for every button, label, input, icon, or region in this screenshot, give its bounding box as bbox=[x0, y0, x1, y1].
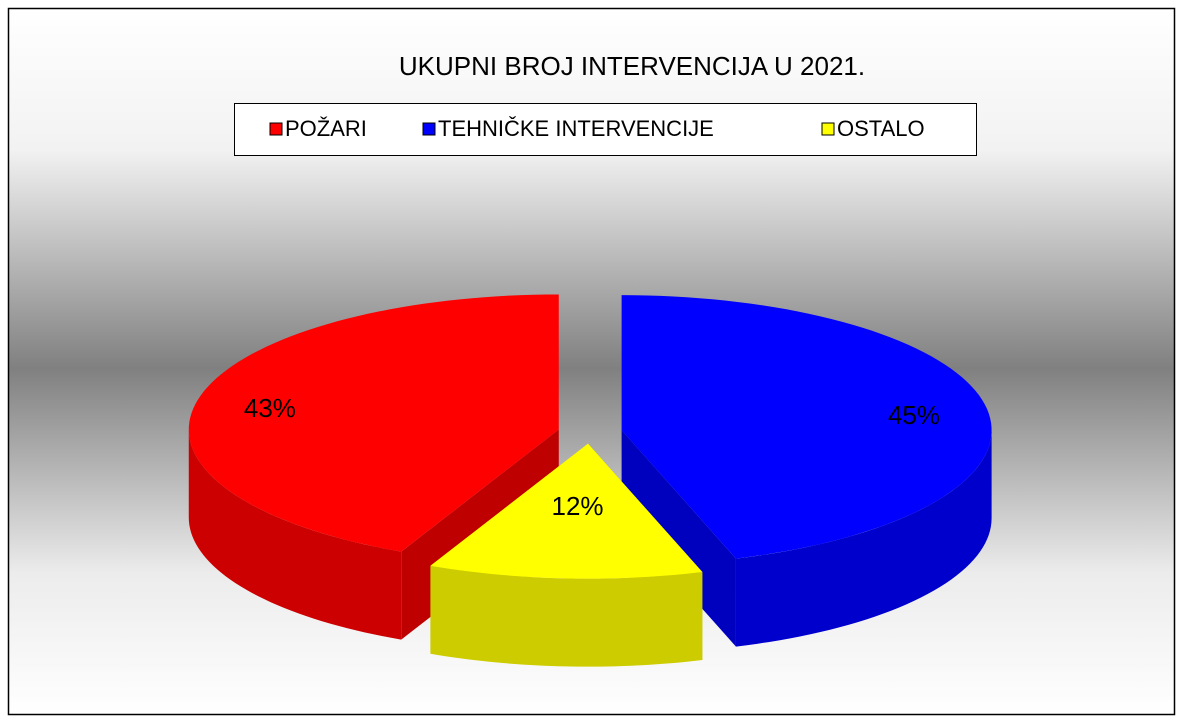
slice-side bbox=[621, 430, 736, 647]
legend: POŽARI TEHNIČKE INTERVENCIJE OSTALO bbox=[269, 116, 925, 141]
slice-top bbox=[430, 443, 703, 579]
legend-swatch bbox=[269, 122, 283, 136]
legend-label: OSTALO bbox=[837, 116, 925, 141]
data-label: 43% bbox=[244, 393, 296, 423]
slice-wall bbox=[188, 429, 402, 640]
slice-top bbox=[621, 295, 992, 559]
slice-wall bbox=[430, 565, 703, 667]
legend-label: POŽARI bbox=[285, 116, 367, 141]
legend-swatch bbox=[821, 122, 835, 136]
slice-wall bbox=[735, 430, 992, 647]
pie-slice bbox=[430, 443, 703, 667]
pie-slice bbox=[621, 295, 992, 647]
data-label: 45% bbox=[888, 400, 940, 430]
legend-swatch bbox=[422, 122, 436, 136]
legend-label: TEHNIČKE INTERVENCIJE bbox=[438, 116, 714, 141]
data-label: 12% bbox=[552, 491, 604, 521]
chart-title: UKUPNI BROJ INTERVENCIJA U 2021. bbox=[399, 51, 865, 81]
legend-box bbox=[234, 103, 977, 156]
pie: 43% 45% 12% bbox=[188, 294, 992, 667]
slice-top bbox=[188, 294, 559, 552]
